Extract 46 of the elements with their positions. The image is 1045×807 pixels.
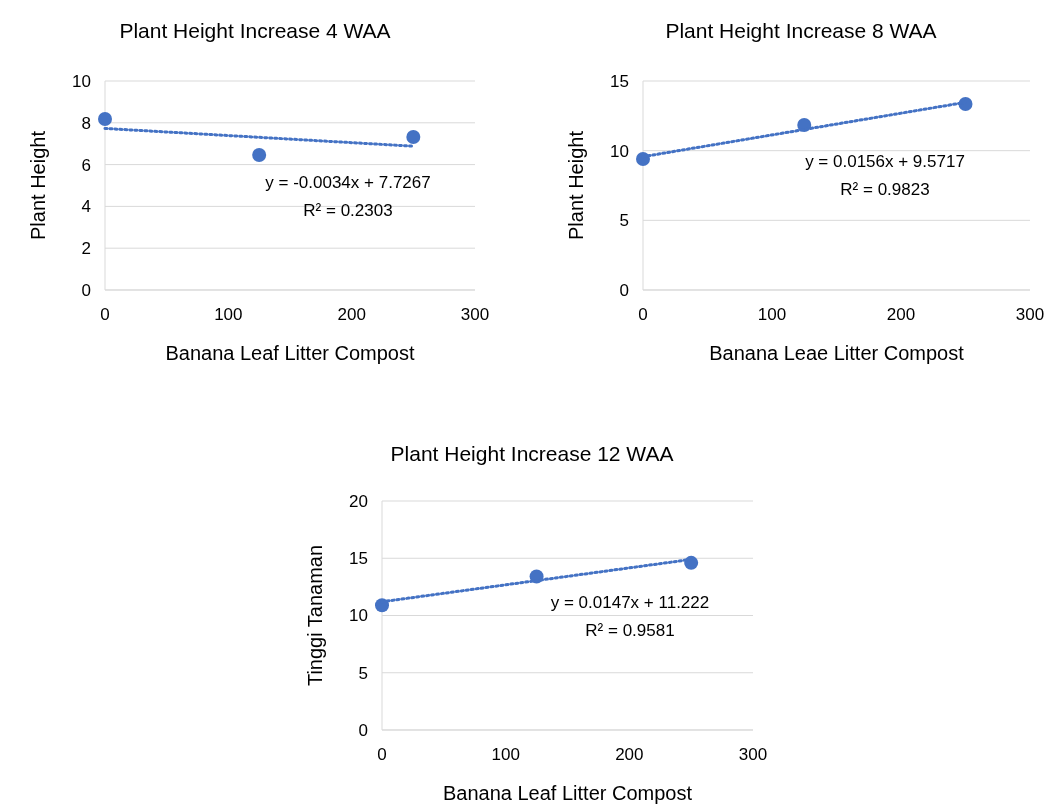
annotation: y = 0.0147x + 11.222 — [550, 593, 710, 612]
y-tick-label: 4 — [81, 197, 91, 217]
y-tick-label: 15 — [610, 71, 629, 91]
y-tick-label: 8 — [81, 113, 91, 133]
y-tick-label: 2 — [81, 239, 91, 259]
y-tick-label: 15 — [349, 549, 368, 569]
y-tick-label: 10 — [610, 141, 629, 161]
point — [375, 598, 389, 613]
annotation: R² = 0.9823 — [840, 180, 930, 199]
y-tick-label: 10 — [72, 71, 91, 91]
y-tick-label: 0 — [81, 280, 91, 300]
point — [406, 130, 421, 145]
x-axis-title: Banana Leaf Litter Compost — [442, 782, 693, 804]
y-tick-label: 10 — [349, 606, 368, 626]
y-tick-label: 5 — [619, 211, 629, 231]
y-tick-label: 6 — [81, 155, 91, 175]
x-tick-label: 300 — [738, 745, 768, 764]
y-tick-label: 0 — [358, 720, 368, 740]
x-tick-label: 300 — [460, 305, 490, 324]
x-tick-label: 200 — [615, 745, 644, 764]
y-axis-title: Plant Height — [27, 130, 49, 240]
chart-title: Plant Height Increase 12 WAA — [390, 442, 674, 465]
y-tick-label: 0 — [619, 280, 629, 300]
point — [98, 112, 112, 127]
annotation: R² = 0.2303 — [303, 201, 393, 220]
x-tick-label: 300 — [1015, 305, 1045, 324]
x-axis-title: Banana Leae Litter Compost — [709, 342, 965, 364]
x-tick-label: 0 — [100, 305, 110, 324]
y-axis-title: Plant Height — [565, 130, 587, 240]
x-tick-label: 100 — [214, 305, 243, 324]
x-tick-label: 100 — [757, 305, 787, 324]
annotation: y = -0.0034x + 7.7267 — [265, 173, 431, 192]
x-tick-label: 100 — [491, 745, 520, 764]
x-tick-label: 0 — [638, 305, 648, 324]
x-tick-label: 200 — [886, 305, 916, 324]
x-tick-label: 0 — [377, 745, 387, 764]
x-axis-title: Banana Leaf Litter Compost — [165, 342, 415, 364]
annotation: R² = 0.9581 — [585, 621, 675, 640]
y-tick-label: 20 — [349, 491, 368, 511]
x-tick-label: 200 — [337, 305, 366, 324]
point — [252, 147, 267, 162]
chart-title: Plant Height Increase 4 WAA — [119, 19, 391, 42]
y-tick-label: 5 — [358, 663, 368, 683]
chart-title: Plant Height Increase 8 WAA — [665, 19, 937, 42]
y-axis-title: Tinggi Tanaman — [304, 544, 326, 687]
annotation: y = 0.0156x + 9.5717 — [805, 152, 965, 171]
